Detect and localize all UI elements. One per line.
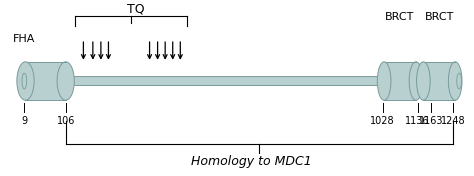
Ellipse shape bbox=[22, 73, 27, 89]
Bar bbox=[23, 62, 68, 100]
Ellipse shape bbox=[377, 62, 391, 100]
Text: 1248: 1248 bbox=[441, 116, 465, 126]
Text: 106: 106 bbox=[57, 116, 75, 126]
Ellipse shape bbox=[457, 73, 462, 89]
Bar bbox=[382, 62, 418, 100]
Ellipse shape bbox=[17, 62, 34, 100]
Text: 1028: 1028 bbox=[370, 116, 395, 126]
Text: Homology to MDC1: Homology to MDC1 bbox=[191, 155, 311, 168]
Ellipse shape bbox=[417, 62, 430, 100]
Ellipse shape bbox=[57, 62, 74, 100]
Text: 1163: 1163 bbox=[419, 116, 443, 126]
Text: TQ: TQ bbox=[127, 2, 144, 15]
Bar bbox=[421, 62, 457, 100]
Text: BRCT: BRCT bbox=[385, 12, 415, 22]
Text: 1136: 1136 bbox=[405, 116, 430, 126]
Text: FHA: FHA bbox=[12, 34, 35, 44]
Ellipse shape bbox=[448, 62, 462, 100]
FancyBboxPatch shape bbox=[23, 77, 461, 86]
Text: BRCT: BRCT bbox=[425, 12, 454, 22]
Text: 9: 9 bbox=[21, 116, 27, 126]
Ellipse shape bbox=[409, 62, 423, 100]
